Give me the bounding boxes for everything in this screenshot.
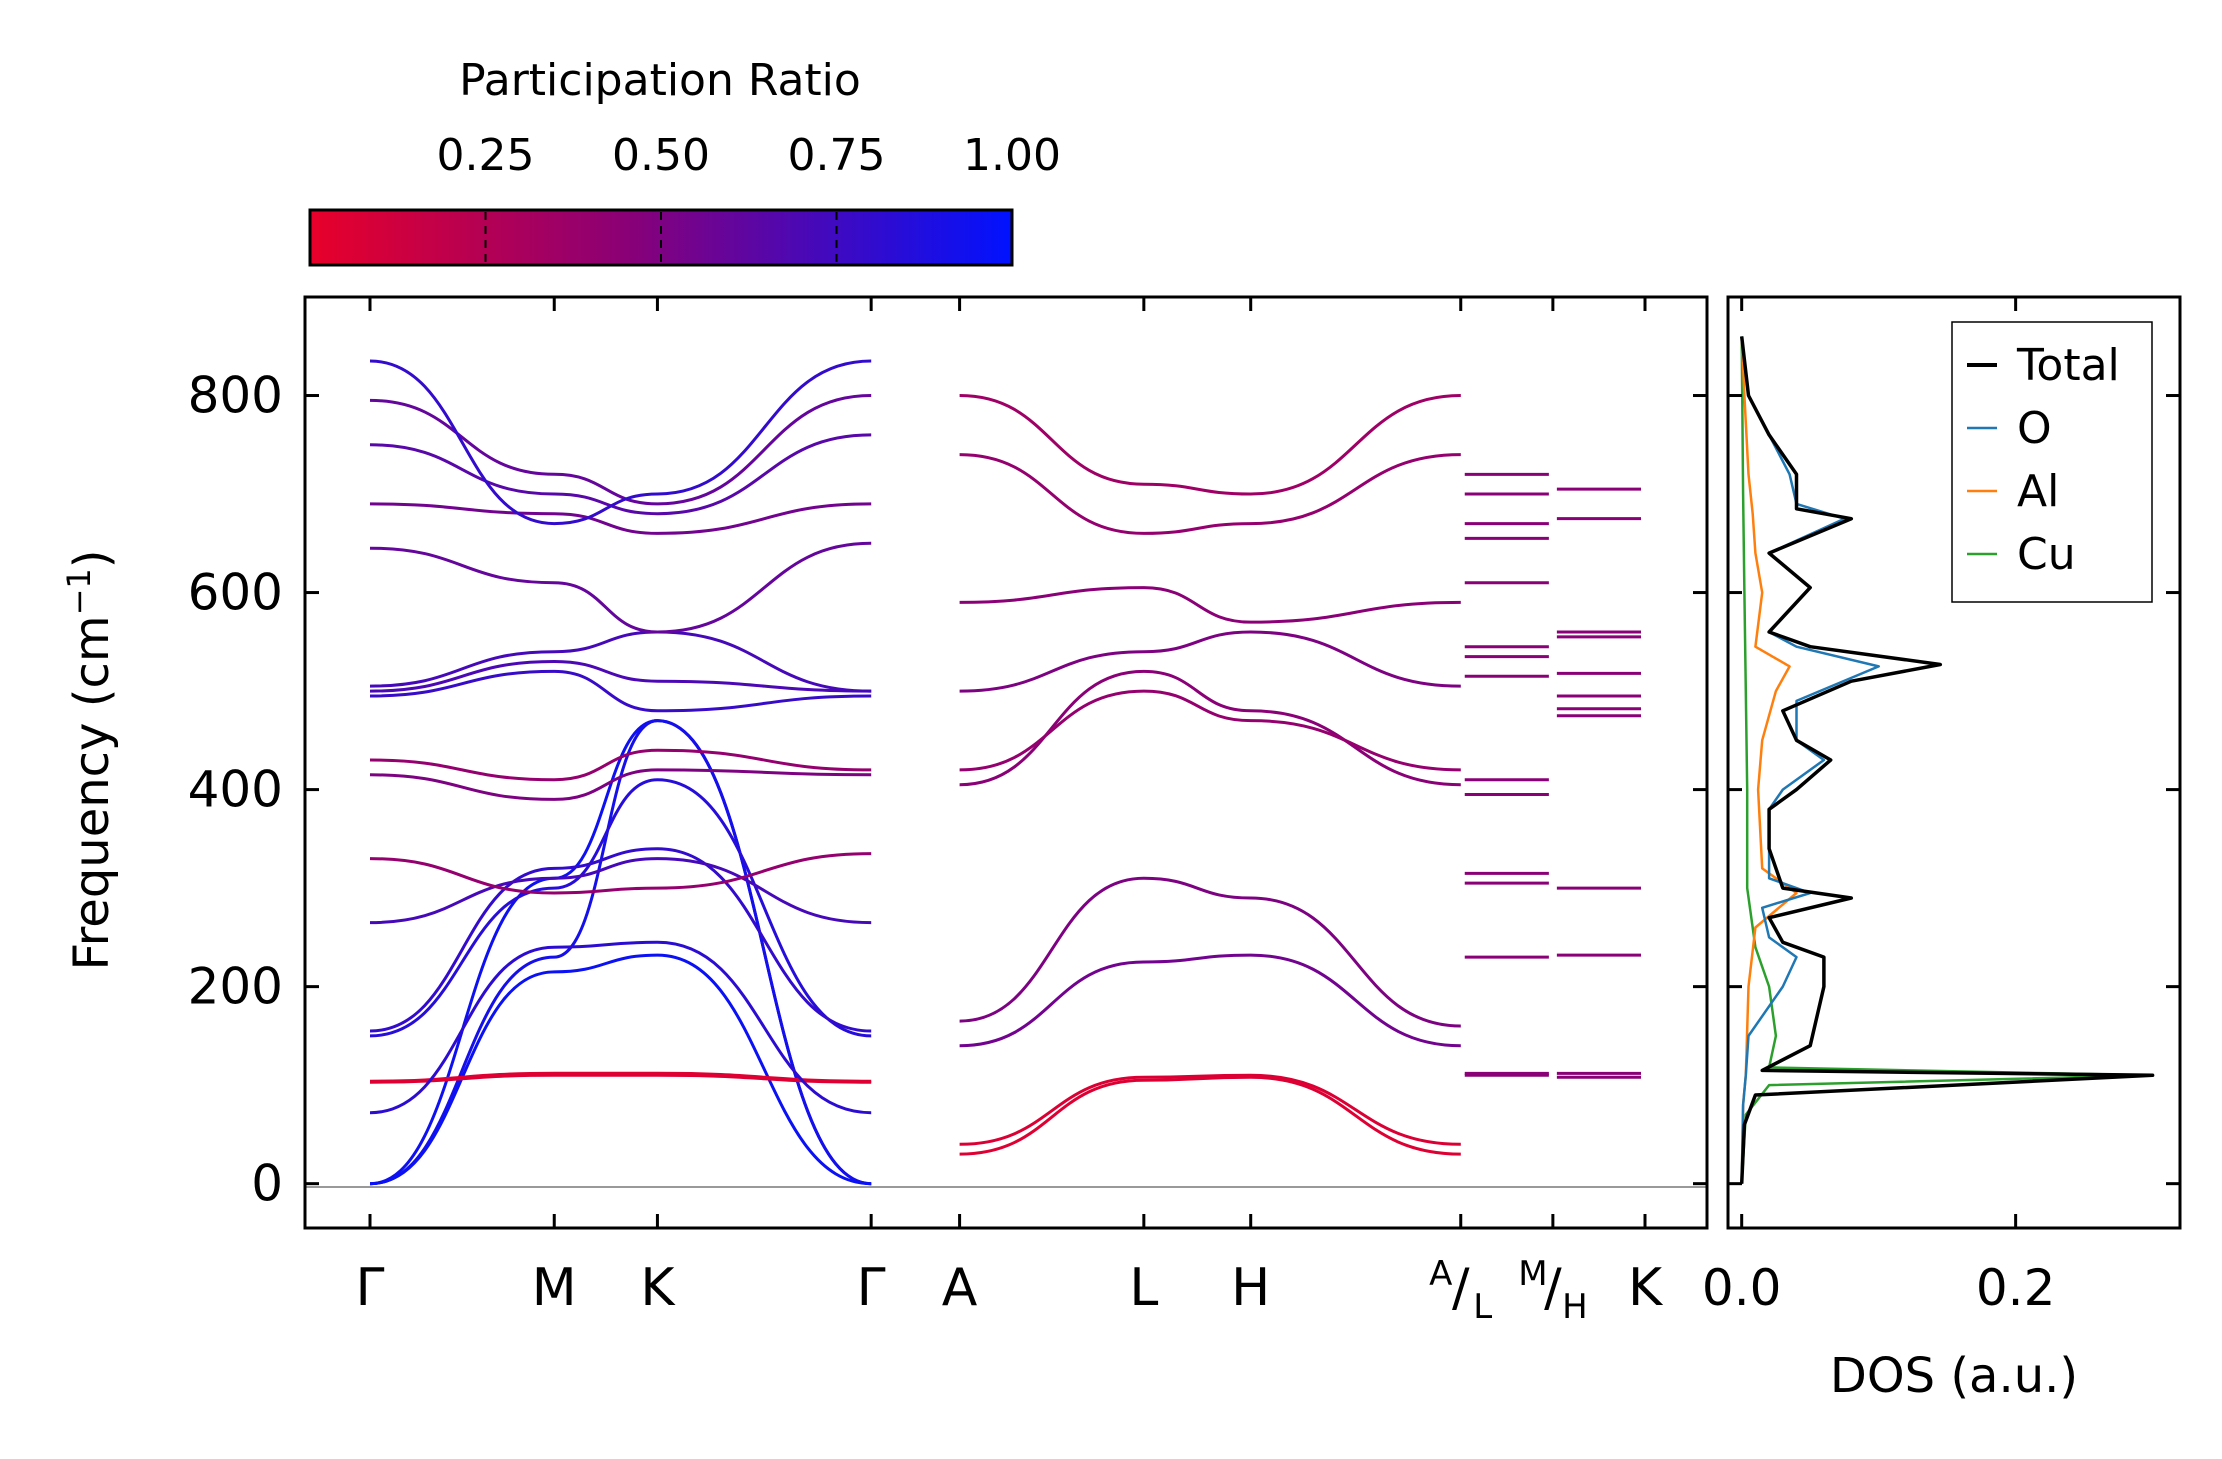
- kpoint-label: H: [1231, 1258, 1270, 1318]
- y-tick-label: 0: [251, 1155, 283, 1213]
- kpoint-combo-sup: M: [1518, 1254, 1547, 1294]
- band-line: [959, 669, 1461, 787]
- y-axis-label-end: ): [64, 549, 120, 568]
- band-line: [959, 394, 1461, 496]
- dos-x-tick-label: 0.2: [1976, 1259, 2056, 1317]
- legend-label: Al: [2017, 466, 2059, 517]
- colorbar: Participation Ratio 0.25 0.50 0.75 1.00: [308, 55, 1061, 267]
- dos-x-axis-label: DOS (a.u.): [1830, 1348, 2078, 1404]
- band-line: [369, 719, 872, 1186]
- band-x-ticks: [368, 297, 1647, 1228]
- dos-line: [1740, 336, 1880, 1184]
- kpoint-combo-sub: L: [1473, 1287, 1492, 1327]
- band-line: [369, 768, 872, 801]
- y-tick-label: 800: [188, 367, 283, 425]
- kpoint-combo-sep: /: [1452, 1258, 1470, 1318]
- band-lines: [369, 359, 1641, 1186]
- y-axis-label-sup: −1: [60, 568, 98, 615]
- band-line: [369, 541, 872, 634]
- band-line: [369, 630, 872, 693]
- band-line: [369, 659, 872, 693]
- band-line: [369, 847, 872, 1033]
- kpoint-label: Γ: [857, 1258, 886, 1318]
- y-tick-label: 400: [188, 761, 283, 819]
- legend-items: Total O Al Cu: [1967, 340, 2120, 580]
- band-line: [369, 502, 872, 535]
- band-line: [369, 953, 872, 1186]
- legend-label: O: [2017, 403, 2052, 454]
- band-line: [959, 586, 1461, 624]
- colorbar-tick-label: 0.50: [612, 130, 710, 181]
- kpoint-label: L: [1129, 1258, 1158, 1318]
- band-line: [369, 778, 872, 1038]
- kpoint-label: Γ: [356, 1258, 385, 1318]
- dos-panel-frame: [1726, 295, 2182, 1230]
- dos-line: [1739, 336, 2155, 1184]
- band-line: [959, 876, 1461, 1028]
- y-axis-label-main: Frequency (cm: [64, 615, 120, 970]
- kpoint-labels: Γ M K Γ A L H KA / LM/H: [356, 1254, 1664, 1327]
- colorbar-title: Participation Ratio: [459, 55, 861, 106]
- band-line: [369, 748, 872, 782]
- dos-ticks: 0.0 0.2: [1702, 297, 2180, 1317]
- band-line: [369, 940, 872, 1115]
- kpoint-combo-sup: A: [1429, 1254, 1452, 1294]
- band-line: [369, 669, 872, 713]
- legend-label: Total: [2016, 340, 2120, 391]
- kpoint-label: A: [942, 1258, 978, 1318]
- band-y-ticks: 0 200 400 600 800: [188, 367, 1707, 1213]
- y-tick-label: 200: [188, 958, 283, 1016]
- band-line: [369, 359, 872, 526]
- y-axis-label: Frequency (cm−1): [60, 549, 120, 970]
- band-line: [369, 1071, 872, 1083]
- kpoint-combo-sub: H: [1562, 1287, 1588, 1327]
- kpoint-label: K: [1628, 1258, 1664, 1318]
- kpoint-label: M: [532, 1258, 577, 1318]
- band-line: [959, 689, 1461, 772]
- y-tick-label: 600: [188, 564, 283, 622]
- dos-lines: [1739, 336, 2155, 1184]
- colorbar-tick-label: 1.00: [963, 130, 1061, 181]
- dos-line: [1740, 336, 1798, 1184]
- kpoint-combo-label: M/H: [1518, 1254, 1587, 1327]
- dos-line: [1740, 336, 2154, 1184]
- colorbar-ticks: 0.25 0.50 0.75 1.00: [437, 130, 1061, 263]
- band-line: [369, 857, 872, 925]
- band-panel-frame: [303, 295, 1709, 1230]
- band-line: [959, 953, 1461, 1048]
- band-line: [959, 1075, 1461, 1156]
- colorbar-tick-label: 0.75: [788, 130, 886, 181]
- colorbar-tick-label: 0.25: [437, 130, 535, 181]
- legend-frame: [1951, 321, 2153, 603]
- kpoint-combo-label: A / L: [1429, 1254, 1492, 1327]
- kpoint-label: K: [640, 1258, 676, 1318]
- band-line: [959, 453, 1461, 535]
- band-line: [369, 852, 872, 895]
- band-line: [959, 1073, 1461, 1146]
- dos-panel: 0.0 0.2 DOS (a.u.) Total O Al Cu: [1702, 295, 2182, 1404]
- dos-x-tick-label: 0.0: [1702, 1259, 1782, 1317]
- dos-legend: Total O Al Cu: [1951, 321, 2153, 603]
- legend-label: Cu: [2017, 529, 2076, 580]
- band-line: [959, 630, 1461, 693]
- kpoint-combo-sep: /: [1544, 1258, 1562, 1318]
